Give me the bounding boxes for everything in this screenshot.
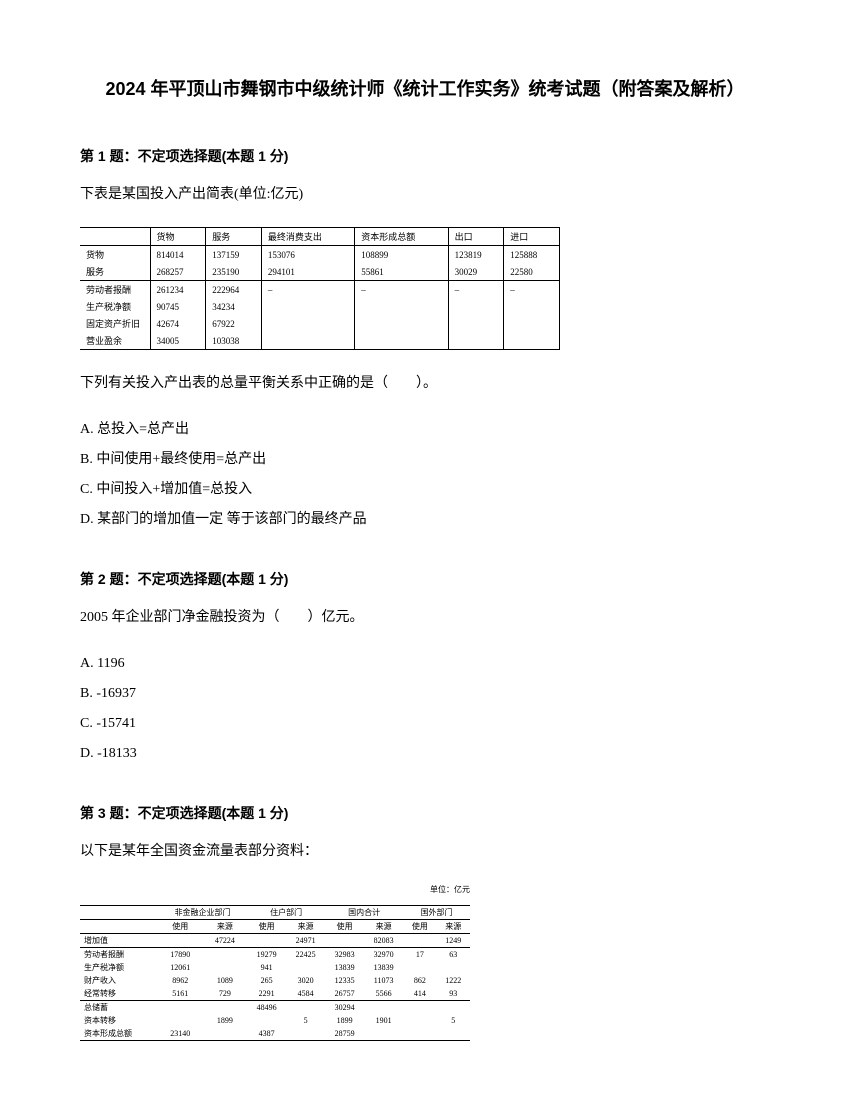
q1-header: 第 1 题：不定项选择题(本题 1 分) [80, 146, 770, 166]
q2-option-d: D. -18133 [80, 740, 770, 768]
q1-option-a: A. 总投入=总产出 [80, 416, 770, 444]
q1-option-d: D. 某部门的增加值一定 等于该部门的最终产品 [80, 506, 770, 534]
q1-subtext: 下列有关投入产出表的总量平衡关系中正确的是（ ）。 [80, 370, 770, 398]
document-title: 2024 年平顶山市舞钢市中级统计师《统计工作实务》统考试题（附答案及解析） [80, 75, 770, 101]
q1-text: 下表是某国投入产出简表(单位:亿元) [80, 181, 770, 209]
q2-text: 2005 年企业部门净金融投资为（ ）亿元。 [80, 604, 770, 632]
q3-text: 以下是某年全国资金流量表部分资料： [80, 838, 770, 866]
q1-option-b: B. 中间使用+最终使用=总产出 [80, 446, 770, 474]
q2-option-c: C. -15741 [80, 710, 770, 738]
q2-header: 第 2 题：不定项选择题(本题 1 分) [80, 569, 770, 589]
question-3: 第 3 题：不定项选择题(本题 1 分) 以下是某年全国资金流量表部分资料： 单… [80, 803, 770, 1041]
q2-option-a: A. 1196 [80, 650, 770, 678]
q1-option-c: C. 中间投入+增加值=总投入 [80, 476, 770, 504]
q3-header: 第 3 题：不定项选择题(本题 1 分) [80, 803, 770, 823]
question-2: 第 2 题：不定项选择题(本题 1 分) 2005 年企业部门净金融投资为（ ）… [80, 569, 770, 768]
q3-table-unit: 单位：亿元 [80, 884, 470, 895]
q2-option-b: B. -16937 [80, 680, 770, 708]
q3-table: 非金融企业部门 住户部门 国内合计 国外部门 使用 来源 使用 来源 使用 来源… [80, 905, 470, 1041]
question-1: 第 1 题：不定项选择题(本题 1 分) 下表是某国投入产出简表(单位:亿元) … [80, 146, 770, 534]
q1-table: 货物 服务 最终消费支出 资本形成总额 出口 进口 货物 814014 1371… [80, 227, 560, 350]
